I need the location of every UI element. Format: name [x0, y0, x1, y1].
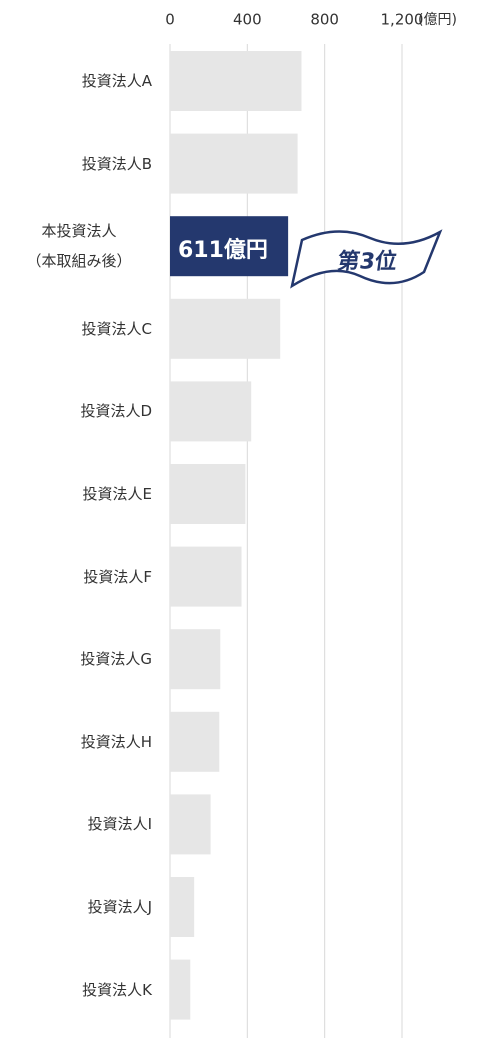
y-tick-label: 投資法人A [81, 72, 152, 90]
badge-shape [290, 229, 443, 289]
y-tick-label: 投資法人H [80, 732, 152, 751]
bar [170, 298, 281, 359]
x-tick-label: 400 [233, 11, 262, 29]
bar [170, 216, 289, 277]
x-tick-label: 800 [310, 11, 339, 29]
value-label: 611億円 [178, 238, 268, 264]
x-tick-label: 0 [165, 11, 175, 29]
bar [170, 546, 242, 607]
badge-text: 第3位 [336, 249, 399, 275]
y-tick-label: 投資法人C [81, 319, 152, 338]
y-tick-label: 投資法人I [87, 815, 152, 834]
x-tick-label: 1,200 [381, 11, 424, 29]
bar [170, 711, 220, 772]
bar [170, 51, 302, 111]
unit-label: (億円) [418, 12, 457, 28]
bars [170, 51, 302, 1020]
y-tick-label: 投資法人D [80, 402, 152, 421]
y-tick-label: 投資法人F [83, 567, 152, 586]
y-tick-label: 投資法人J [87, 898, 152, 916]
rank-badge: 第3位 [290, 229, 443, 289]
bar [170, 794, 211, 855]
y-tick-label: 投資法人G [80, 650, 152, 669]
bar [170, 959, 191, 1020]
bar [170, 877, 195, 937]
bar [170, 464, 246, 524]
y-tick-label: 本投資法人 （本取組み後） [26, 222, 132, 271]
y-tick-label: 投資法人B [81, 154, 152, 173]
bar [170, 381, 252, 442]
y-tick-label: 投資法人E [82, 485, 152, 503]
bar [170, 133, 298, 194]
grid [169, 44, 403, 1038]
bar [170, 629, 221, 690]
y-tick-label: 投資法人K [82, 980, 152, 999]
